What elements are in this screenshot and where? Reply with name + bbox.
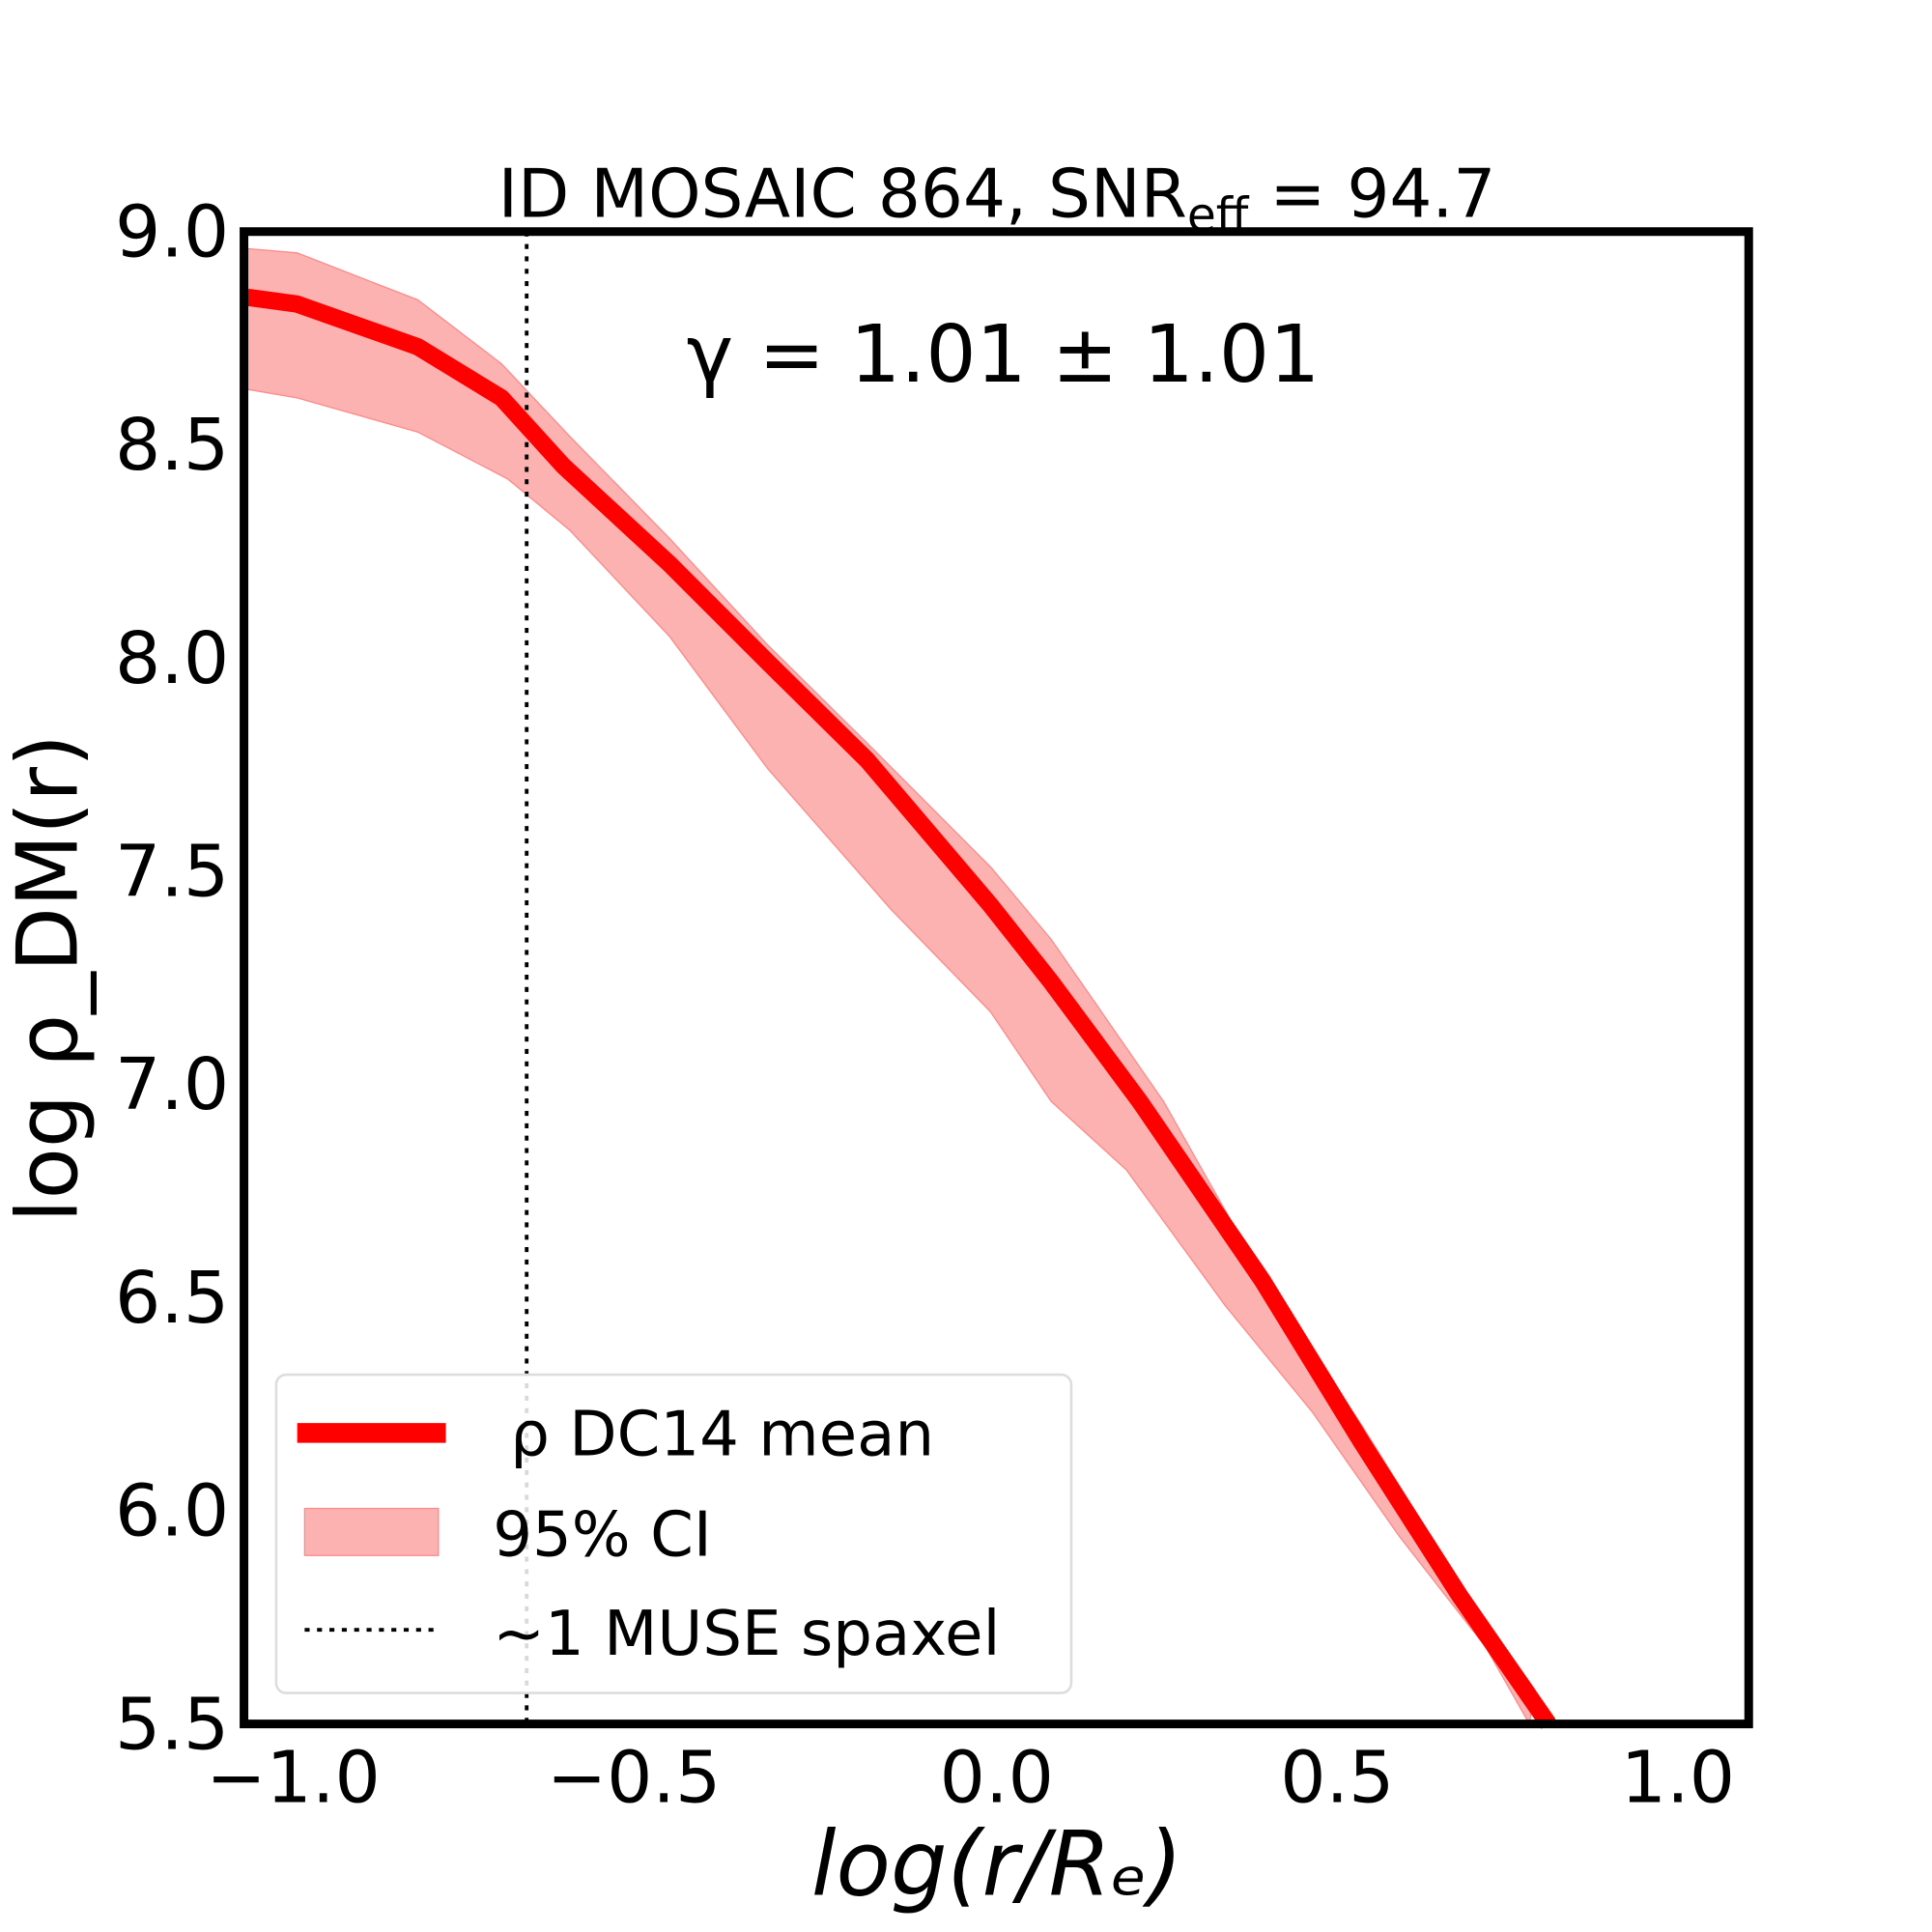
y-tick-label: 8.5 xyxy=(115,403,229,487)
ci-band xyxy=(246,247,1536,1726)
confidence-band-layer xyxy=(246,247,1536,1726)
y-tick-label: 7.5 xyxy=(115,829,229,913)
legend: ρ DC14 mean 95% CI ~1 MUSE spaxel xyxy=(274,1373,1073,1694)
gamma-annotation: γ = 1.01 ± 1.01 xyxy=(687,309,1321,401)
legend-box xyxy=(274,1373,1073,1694)
y-tick-label: 9.0 xyxy=(115,189,229,273)
y-tick-label: 6.0 xyxy=(115,1469,229,1553)
y-tick-labels: 5.5 6.0 6.5 7.0 7.5 8.0 8.5 9.0 xyxy=(115,189,229,1766)
legend-spaxel-label: ~1 MUSE spaxel xyxy=(493,1599,1000,1670)
x-tick-label: −1.0 xyxy=(206,1735,381,1819)
x-tick-label: 0.5 xyxy=(1280,1735,1394,1819)
x-tick-label: 0.0 xyxy=(940,1735,1054,1819)
x-tick-label: 1.0 xyxy=(1621,1735,1735,1819)
chart-title: ID MOSAIC 864, SNReff = 94.7 xyxy=(498,156,1496,242)
x-tick-labels: −1.0 −0.5 0.0 0.5 1.0 xyxy=(206,1735,1735,1819)
legend-mean-label: ρ DC14 mean xyxy=(510,1399,934,1470)
x-tick-label: −0.5 xyxy=(547,1735,722,1819)
y-tick-label: 6.5 xyxy=(115,1256,229,1340)
y-tick-label: 5.5 xyxy=(115,1682,229,1766)
plot-frame xyxy=(240,227,1753,1729)
y-tick-label: 8.0 xyxy=(115,616,229,700)
legend-ci-swatch xyxy=(303,1507,440,1556)
x-axis-label: log(r/Rₑ) xyxy=(811,1812,1182,1917)
y-tick-label: 7.0 xyxy=(115,1042,229,1126)
legend-ci-label: 95% CI xyxy=(493,1499,712,1571)
y-axis-label: log ρ_DM(r) xyxy=(0,734,97,1223)
mean-line xyxy=(245,288,1556,1729)
mean-line-layer xyxy=(245,288,1556,1729)
